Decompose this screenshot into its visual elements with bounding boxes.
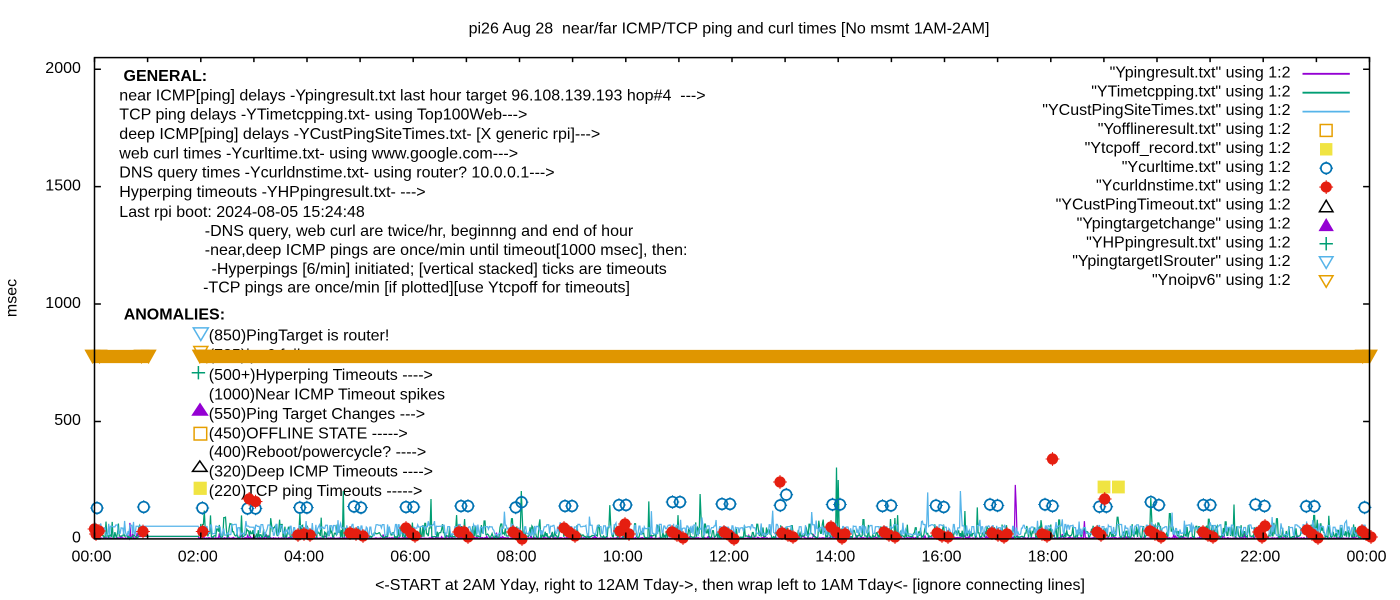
svg-text:"Ypingresult.txt" using 1:2: "Ypingresult.txt" using 1:2	[1110, 64, 1291, 81]
svg-text:1000: 1000	[45, 295, 81, 312]
svg-text:(320)Deep ICMP Timeouts ---->: (320)Deep ICMP Timeouts ---->	[209, 463, 433, 480]
svg-text:DNS query times -Ycurldnstime.: DNS query times -Ycurldnstime.txt- using…	[119, 165, 554, 182]
svg-text:0: 0	[72, 530, 81, 547]
svg-text:18:00: 18:00	[1028, 548, 1068, 565]
svg-text:1500: 1500	[45, 177, 81, 194]
svg-text:msec: msec	[4, 279, 21, 317]
svg-text:"YTimetcpping.txt" using 1:2: "YTimetcpping.txt" using 1:2	[1091, 83, 1290, 100]
svg-text:2000: 2000	[45, 60, 81, 77]
svg-text:"Yofflineresult.txt" using 1:2: "Yofflineresult.txt" using 1:2	[1098, 121, 1291, 138]
svg-text:"YCustPingSiteTimes.txt" using: "YCustPingSiteTimes.txt" using 1:2	[1042, 102, 1290, 119]
svg-text:"Ycurltime.txt" using 1:2: "Ycurltime.txt" using 1:2	[1122, 159, 1291, 176]
svg-text:16:00: 16:00	[921, 548, 961, 565]
svg-text:(450)OFFLINE STATE ----->: (450)OFFLINE STATE ----->	[209, 425, 408, 442]
svg-text:(850)PingTarget is router!: (850)PingTarget is router!	[209, 327, 390, 344]
svg-text:06:00: 06:00	[390, 548, 430, 565]
svg-text:Last rpi boot: 2024-08-05 15:2: Last rpi boot: 2024-08-05 15:24:48	[119, 204, 365, 221]
svg-text:TCP ping delays -YTimetcpping.: TCP ping delays -YTimetcpping.txt- using…	[119, 107, 527, 124]
svg-text:500: 500	[54, 412, 81, 429]
svg-text:04:00: 04:00	[284, 548, 324, 565]
svg-text:GENERAL:: GENERAL:	[124, 68, 208, 85]
svg-text:02:00: 02:00	[178, 548, 218, 565]
svg-text:00:00: 00:00	[71, 548, 111, 565]
svg-text:"YHPpingresult.txt" using 1:2: "YHPpingresult.txt" using 1:2	[1086, 234, 1290, 251]
svg-text:22:00: 22:00	[1240, 548, 1280, 565]
svg-text:(1000)Near ICMP Timeout spikes: (1000)Near ICMP Timeout spikes	[209, 386, 445, 403]
svg-text:00:00: 00:00	[1346, 548, 1386, 565]
svg-text:14:00: 14:00	[815, 548, 855, 565]
svg-text:10:00: 10:00	[603, 548, 643, 565]
svg-text:"Ypingtargetchange" using 1:2: "Ypingtargetchange" using 1:2	[1077, 215, 1291, 232]
svg-text:(550)Ping Target Changes --->: (550)Ping Target Changes --->	[209, 406, 425, 423]
svg-text:(220)TCP ping Timeouts ----->: (220)TCP ping Timeouts ----->	[209, 483, 423, 500]
svg-text:(400)Reboot/powercycle? ---->: (400)Reboot/powercycle? ---->	[209, 444, 426, 461]
svg-text:pi26 Aug 28 near/far ICMP/TCP: pi26 Aug 28 near/far ICMP/TCP ping and c…	[469, 21, 990, 38]
svg-text:<-START at 2AM Yday, right to: <-START at 2AM Yday, right to 12AM Tday-…	[375, 577, 1085, 594]
svg-text:"Ycurldnstime.txt" using 1:2: "Ycurldnstime.txt" using 1:2	[1096, 178, 1291, 195]
svg-text:(500+)Hyperping Timeouts ---->: (500+)Hyperping Timeouts ---->	[209, 367, 433, 384]
svg-text:08:00: 08:00	[496, 548, 536, 565]
svg-text:ANOMALIES:: ANOMALIES:	[124, 306, 225, 323]
svg-text:Hyperping timeouts -YHPpingres: Hyperping timeouts -YHPpingresult.txt- -…	[119, 184, 425, 201]
svg-text:-TCP pings are once/min [if pl: -TCP pings are once/min [if plotted][use…	[203, 279, 630, 296]
svg-text:web curl times -Ycurltime.txt-: web curl times -Ycurltime.txt- using www…	[118, 145, 518, 162]
svg-text:"Ynoipv6" using 1:2: "Ynoipv6" using 1:2	[1152, 272, 1291, 289]
svg-text:"Ytcpoff_record.txt" using 1:2: "Ytcpoff_record.txt" using 1:2	[1085, 140, 1291, 157]
svg-text:-near,deep ICMP pings are once: -near,deep ICMP pings are once/min until…	[205, 242, 688, 259]
svg-text:12:00: 12:00	[709, 548, 749, 565]
svg-text:"YCustPingTimeout.txt" using 1: "YCustPingTimeout.txt" using 1:2	[1056, 197, 1291, 214]
svg-text:"YpingtargetISrouter" using 1:: "YpingtargetISrouter" using 1:2	[1072, 253, 1290, 270]
svg-text:-DNS query, web curl are twice: -DNS query, web curl are twice/hr, begin…	[205, 223, 634, 240]
svg-text:20:00: 20:00	[1134, 548, 1174, 565]
svg-text:-Hyperpings [6/min] initiated;: -Hyperpings [6/min] initiated; [vertical…	[212, 261, 667, 278]
svg-text:near ICMP[ping] delays -Ypingr: near ICMP[ping] delays -Ypingresult.txt …	[119, 87, 705, 104]
svg-text:deep ICMP[ping] delays -YCustP: deep ICMP[ping] delays -YCustPingSiteTim…	[119, 126, 600, 143]
